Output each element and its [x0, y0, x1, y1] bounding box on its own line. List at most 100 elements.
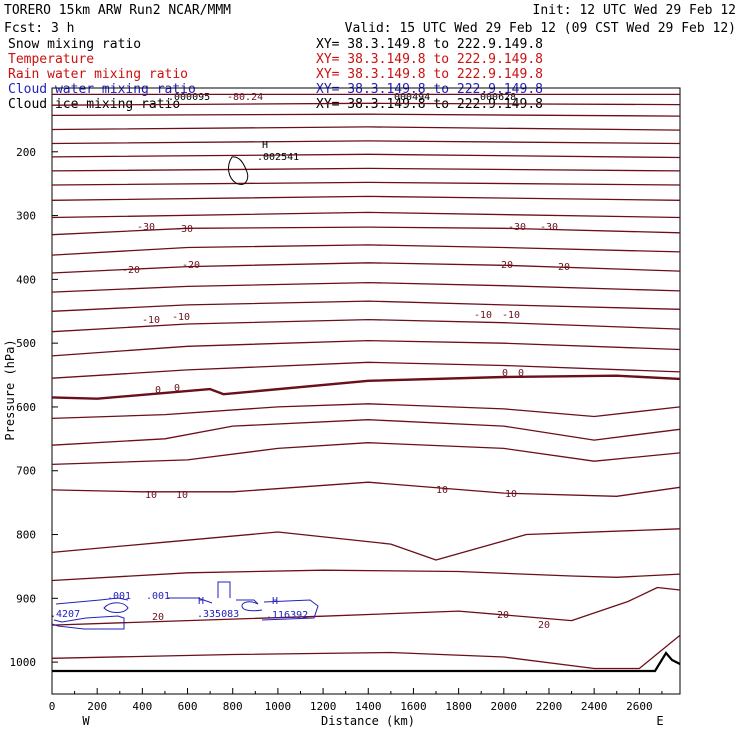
- cloud-water-max-h: H: [272, 596, 278, 607]
- cloud-water-max-value: .116392: [266, 610, 308, 621]
- cloud-water-label: .001: [107, 591, 131, 602]
- x-axis-label: Distance (km): [321, 714, 415, 728]
- axes: 0 200 400 600 800 1000 1200 1400 1600 1800 2000 220…: [10, 146, 663, 713]
- isotherm-label: 20: [497, 610, 509, 621]
- cloud-water-contour: [103, 602, 129, 613]
- isotherm-label: 10: [176, 490, 188, 501]
- isotherm-line: [51, 195, 681, 201]
- y-tick-label: 700: [16, 465, 36, 478]
- isotherm-line: [51, 140, 681, 145]
- isotherm-line: [51, 226, 681, 236]
- x-tick-label: 2400: [581, 700, 608, 713]
- isotherm-label: -20: [122, 265, 140, 276]
- top-label-ice-2: .000628: [474, 92, 516, 103]
- isotherm-line: [51, 181, 681, 186]
- top-label-snow-min: .000095: [168, 92, 210, 103]
- isotherm-line: [51, 153, 681, 159]
- isotherm-label: 10: [436, 485, 448, 496]
- snow-max-value: .002541: [257, 152, 299, 163]
- cloud-water-contours: [51, 581, 319, 630]
- isotherm-label: -10: [474, 310, 492, 321]
- isotherm-label: 20: [538, 620, 550, 631]
- isotherm-label: -20: [552, 262, 570, 273]
- cloud-water-max-h: H: [198, 596, 204, 607]
- forecast-hour: Fcst: 3 h: [4, 21, 74, 36]
- cloud-water-contour: [51, 615, 125, 630]
- isotherm-line: [51, 113, 681, 117]
- cloud-water-max-value: .335083: [197, 609, 239, 620]
- top-label-ice-1: .000494: [388, 92, 430, 103]
- isotherm-label: -30: [540, 222, 558, 233]
- isotherm-line: [51, 281, 681, 293]
- x-tick-label: 2000: [491, 700, 518, 713]
- isotherm-label: -30: [137, 222, 155, 233]
- isotherm-label: 0: [174, 383, 180, 394]
- plot-frame: [51, 87, 681, 695]
- isotherm-line: [51, 481, 681, 497]
- isotherm-label: -10: [172, 312, 190, 323]
- x-tick-label: 1800: [445, 700, 472, 713]
- cloud-water-contour: [241, 601, 263, 612]
- x-tick-label: 600: [178, 700, 198, 713]
- isotherm-line: [51, 569, 681, 582]
- y-tick-label: 1000: [10, 656, 37, 669]
- x-tick-label: 1600: [400, 700, 427, 713]
- x-tick-label: 2200: [536, 700, 563, 713]
- legend-xy-temperature: XY= 38.3.149.8 to 222.9.149.8: [316, 52, 543, 67]
- cloud-water-contour: [261, 599, 319, 621]
- top-label-temp-min: -80.24: [227, 92, 263, 103]
- y-tick-label: 900: [16, 592, 36, 605]
- cloud-water-contour: [168, 597, 213, 604]
- isotherm-label: 0: [518, 368, 524, 379]
- isotherm-lines: [51, 93, 681, 670]
- legend-xy-cloud-water: XY= 38.3.149.8 to 222.9.149.8: [316, 82, 543, 97]
- isotherm-line: [51, 318, 681, 333]
- isotherm-zero-line: [51, 374, 681, 400]
- legend-xy-snow: XY= 38.3.149.8 to 222.9.149.8: [316, 37, 543, 52]
- legend: Snow mixing ratio XY= 38.3.149.8 to 222.…: [8, 37, 543, 112]
- cloud-water-label: .001: [146, 591, 170, 602]
- isotherm-line: [51, 634, 681, 670]
- isotherm-line: [51, 126, 681, 131]
- isotherm-line: [51, 262, 681, 274]
- y-tick-label: 800: [16, 529, 36, 542]
- legend-label-temperature: Temperature: [8, 52, 94, 67]
- legend-label-snow: Snow mixing ratio: [8, 37, 141, 52]
- cloud-water-contour: [236, 599, 259, 605]
- x-tick-label: 1000: [265, 700, 292, 713]
- snow-max-h: H: [262, 140, 268, 151]
- isotherm-label: 0: [502, 368, 508, 379]
- legend-xy-rain: XY= 38.3.149.8 to 222.9.149.8: [316, 67, 543, 82]
- y-tick-label: 400: [16, 273, 36, 286]
- isotherm-label: 10: [505, 489, 517, 500]
- init-time: Init: 12 UTC Wed 29 Feb 12: [533, 3, 737, 18]
- x-tick-label: 1400: [355, 700, 382, 713]
- x-tick-label: 200: [87, 700, 107, 713]
- isotherm-line: [51, 361, 681, 379]
- x-axis-west-label: W: [82, 714, 90, 728]
- x-axis-east-label: E: [656, 714, 663, 728]
- isotherm-line: [51, 586, 681, 626]
- isotherm-label: -10: [142, 315, 160, 326]
- cloud-water-contour: [217, 581, 231, 598]
- isotherm-line: [51, 442, 681, 466]
- x-tick-label: 800: [223, 700, 243, 713]
- isotherm-line: [51, 167, 681, 172]
- ground-line: [52, 651, 681, 673]
- isotherm-label: 10: [145, 490, 157, 501]
- y-axis-label: Pressure (hPa): [3, 339, 17, 440]
- y-tick-label: 300: [16, 210, 36, 223]
- x-tick-label: 400: [132, 700, 152, 713]
- cloud-water-left-value: .4207: [50, 609, 80, 620]
- isotherm-line: [51, 403, 681, 420]
- x-tick-label: 0: [49, 700, 56, 713]
- valid-time: Valid: 15 UTC Wed 29 Feb 12 (09 CST Wed …: [345, 21, 736, 36]
- x-tick-label: 2600: [626, 700, 653, 713]
- isotherm-label: -30: [175, 224, 193, 235]
- isotherm-line: [51, 528, 681, 561]
- y-tick-label: 200: [16, 146, 36, 159]
- chart-title: TORERO 15km ARW Run2 NCAR/MMM: [4, 3, 231, 18]
- x-tick-label: 1200: [310, 700, 337, 713]
- isotherm-label: 0: [155, 385, 161, 396]
